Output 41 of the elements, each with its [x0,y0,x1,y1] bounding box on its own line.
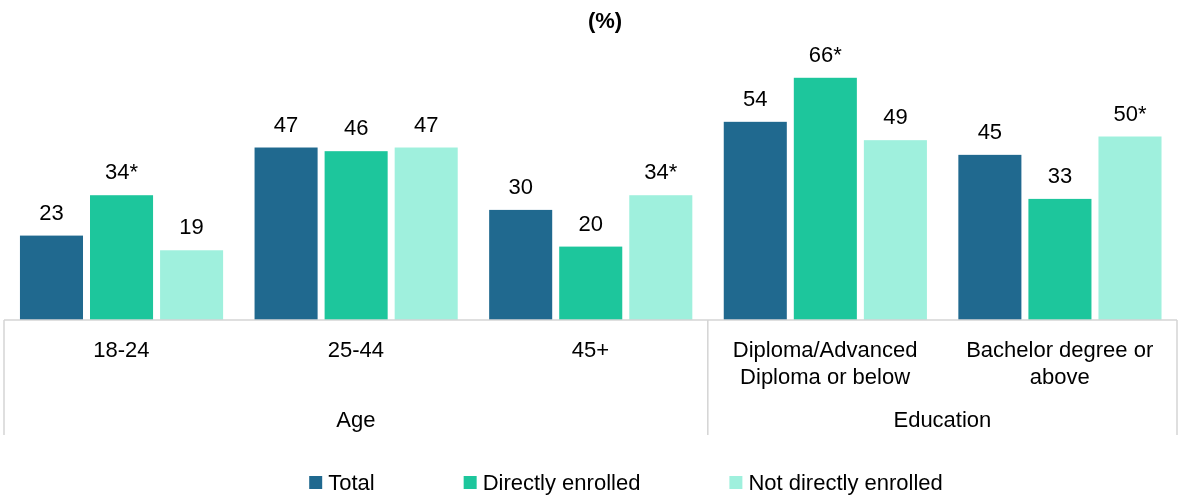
chart-title: (%) [587,8,623,33]
legend-label: Total [328,470,375,495]
legend-label: Not directly enrolled [748,470,943,495]
bar [489,209,553,320]
data-label: 50* [1113,100,1147,126]
bar [1028,198,1092,320]
text: Education [893,407,992,432]
data-label: 66* [808,41,843,67]
data-label: 54 [743,85,768,111]
x-tick-label: 25-44 [327,337,385,362]
x-tick-label: Bachelor degree or above [966,337,1154,389]
data-label: 34* [105,159,139,185]
bar [958,154,1022,320]
legend-label: Directly enrolled [482,470,641,495]
bar [324,151,388,320]
bar [19,235,83,320]
data-label: 33 [1047,162,1073,188]
data-label: 46 [343,115,369,141]
bar [90,195,154,320]
data-label: 47 [273,111,299,137]
data-label: 23 [39,199,64,225]
x-tick-label: Diploma/Advanced Diploma or below [732,337,918,389]
x-tick-label: 18-24 [93,337,150,362]
x-tick-label: 45+ [571,337,610,362]
bar [863,140,927,320]
data-label: 47 [413,111,439,137]
bar [723,121,787,320]
data-label: 45 [977,118,1003,144]
bar [793,77,857,320]
bar [160,250,224,320]
bar [394,147,458,320]
text: Age [336,407,376,432]
data-label: 20 [578,210,603,236]
bar [1098,136,1162,320]
bar [254,147,318,320]
data-label: 19 [179,214,204,240]
data-label: 30 [508,173,533,199]
data-label: 49 [883,104,908,130]
data-label: 34* [644,159,678,185]
bar [559,246,623,320]
bar [629,195,693,320]
